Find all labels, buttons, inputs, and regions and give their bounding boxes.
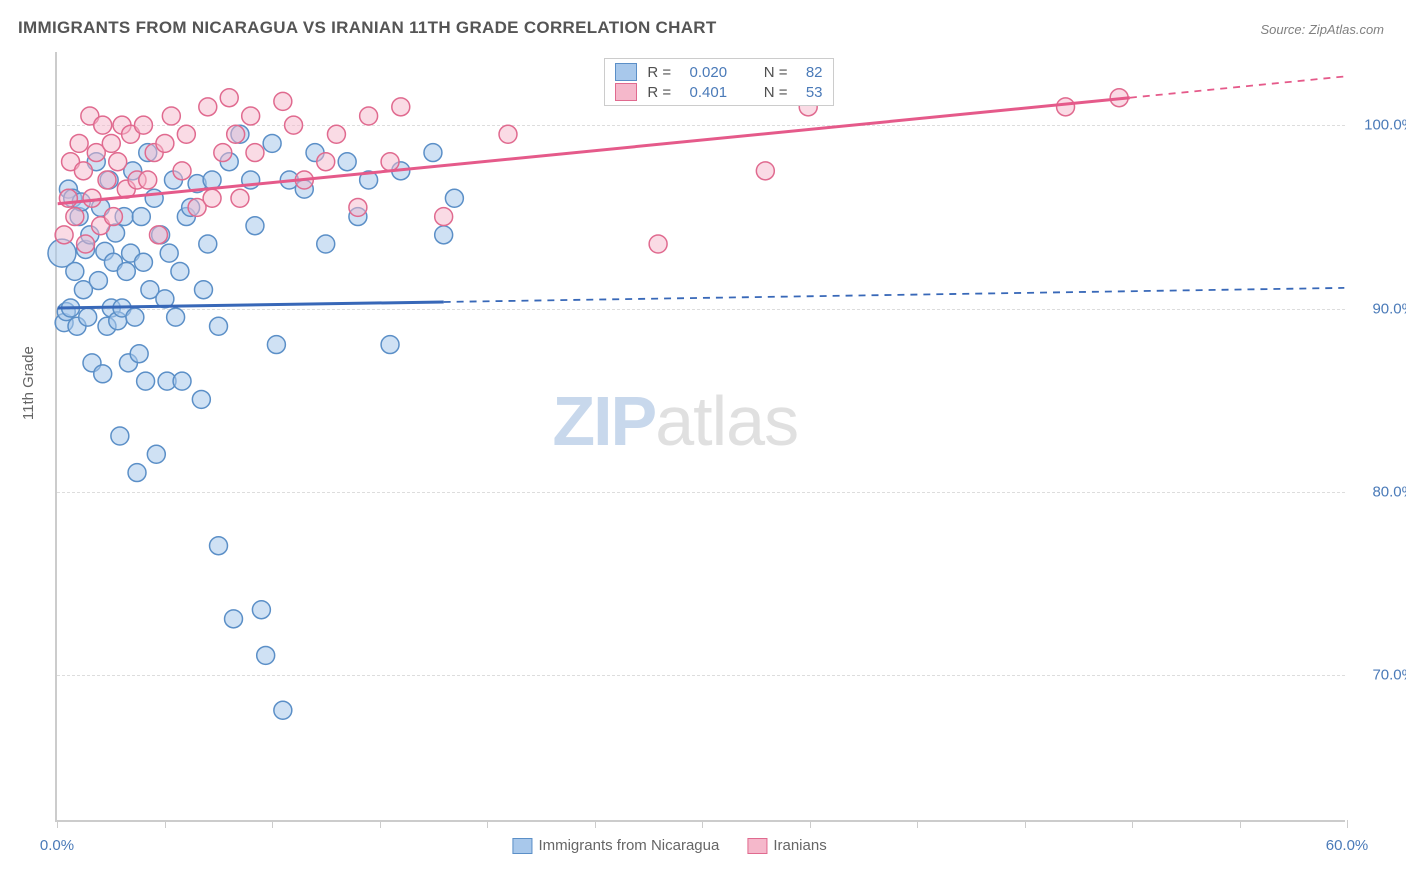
y-tick-label: 90.0% — [1355, 300, 1406, 317]
series-legend: Immigrants from Nicaragua Iranians — [512, 837, 826, 854]
legend-swatch — [615, 63, 637, 81]
y-axis-label: 11th Grade — [20, 346, 37, 420]
trend-line-solid — [58, 302, 444, 308]
x-tick — [380, 820, 381, 828]
trend-lines — [57, 52, 1345, 820]
x-tick — [57, 820, 58, 828]
chart-title: IMMIGRANTS FROM NICARAGUA VS IRANIAN 11T… — [18, 18, 717, 38]
source-attribution: Source: ZipAtlas.com — [1260, 22, 1384, 37]
legend-label: Iranians — [773, 837, 826, 854]
y-tick-label: 100.0% — [1355, 117, 1406, 134]
x-tick — [1347, 820, 1348, 828]
y-tick-label: 70.0% — [1355, 667, 1406, 684]
x-tick — [487, 820, 488, 828]
legend-row: R = 0.020 N = 82 — [613, 62, 824, 82]
correlation-legend: R = 0.020 N = 82R = 0.401 N = 53 — [604, 58, 833, 106]
x-tick — [1240, 820, 1241, 828]
plot-area: 70.0%80.0%90.0%100.0% 0.0%60.0% ZIPatlas… — [55, 52, 1345, 822]
x-tick — [702, 820, 703, 828]
legend-label: Immigrants from Nicaragua — [538, 837, 719, 854]
trend-line-dashed — [1130, 77, 1344, 98]
legend-item: Immigrants from Nicaragua — [512, 837, 719, 854]
x-tick — [1025, 820, 1026, 828]
x-tick-label: 0.0% — [40, 837, 74, 854]
y-tick-label: 80.0% — [1355, 484, 1406, 501]
legend-row: R = 0.401 N = 53 — [613, 82, 824, 102]
trend-line-dashed — [444, 288, 1345, 302]
x-tick-label: 60.0% — [1326, 837, 1369, 854]
x-tick — [165, 820, 166, 828]
x-tick — [810, 820, 811, 828]
trend-line-solid — [58, 98, 1130, 204]
legend-item: Iranians — [747, 837, 826, 854]
legend-swatch — [512, 838, 532, 854]
x-tick — [917, 820, 918, 828]
legend-swatch — [747, 838, 767, 854]
x-tick — [1132, 820, 1133, 828]
legend-swatch — [615, 83, 637, 101]
x-tick — [272, 820, 273, 828]
x-tick — [595, 820, 596, 828]
